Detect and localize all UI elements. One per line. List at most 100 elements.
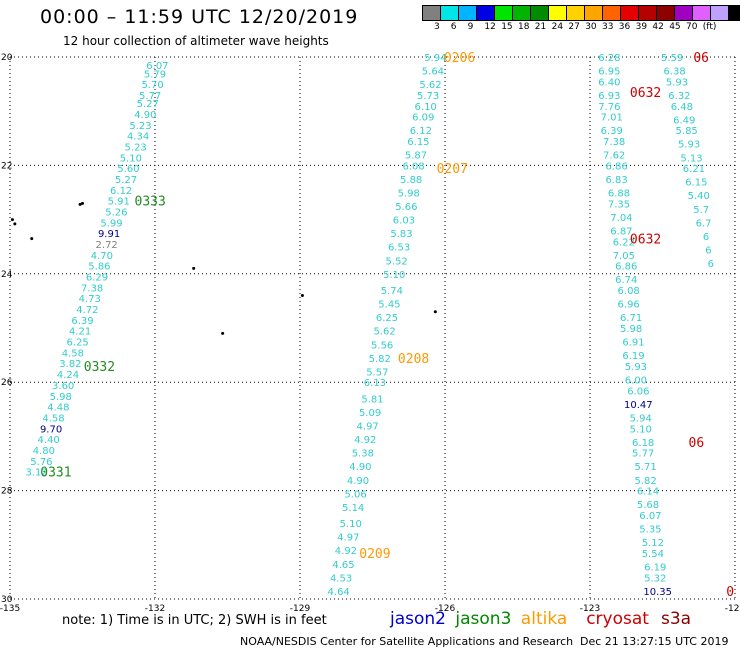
- wave-height-value: 5.12: [642, 538, 664, 549]
- wave-height-value: 6.15: [685, 178, 707, 189]
- wave-height-value: 4.70: [91, 251, 113, 262]
- wave-height-value: 6.40: [598, 77, 620, 88]
- wave-height-value: 6.86: [615, 262, 637, 273]
- wave-height-value: 3.82: [59, 359, 81, 370]
- wave-height-value: 4.21: [69, 327, 91, 338]
- pass-time-label: 0207: [437, 162, 468, 177]
- legend-item: cryosat: [586, 609, 649, 629]
- legend-item: s3a: [661, 609, 692, 629]
- wave-height-value: 5.57: [366, 367, 388, 378]
- wave-height-value: 5.73: [417, 91, 439, 102]
- wave-height-value: 4.48: [47, 403, 69, 414]
- wave-height-value: 5.10: [120, 153, 142, 164]
- wave-height-value: 5.7: [693, 205, 709, 216]
- wave-height-value: 5.62: [373, 327, 395, 338]
- wave-height-value: 5.77: [139, 91, 161, 102]
- wave-height-value: 4.40: [38, 435, 60, 446]
- wave-height-value: 9.70: [40, 424, 62, 435]
- wave-height-value: 7.04: [610, 213, 632, 224]
- wave-height-value: 6: [705, 245, 711, 256]
- wave-height-value: 4.64: [328, 587, 350, 598]
- scale-label: 33: [602, 22, 614, 32]
- wave-height-value: 6.48: [671, 102, 693, 113]
- wave-height-value: 5.99: [100, 218, 122, 229]
- lon-tick-label: -120: [725, 604, 740, 614]
- wave-height-value: 5.10: [383, 270, 405, 281]
- wave-height-value: 5.26: [105, 207, 127, 218]
- wave-height-value: 5.38: [352, 449, 374, 460]
- wave-height-value: 5.32: [644, 573, 666, 584]
- wave-height-value: 3.12: [25, 468, 47, 479]
- wave-height-value: 6.87: [610, 226, 632, 237]
- pass-time-label: 0208: [398, 352, 429, 367]
- wave-height-value: 4.24: [57, 370, 79, 381]
- scale-label: 70: [686, 22, 698, 32]
- wave-height-value: 4.65: [332, 560, 354, 571]
- wave-height-value: 5.35: [639, 525, 661, 536]
- island-marker: [81, 201, 84, 205]
- wave-height-value: 4.97: [337, 533, 359, 544]
- wave-height-value: 4.58: [42, 413, 64, 424]
- wave-height-value: 5.94: [424, 53, 446, 64]
- wave-height-value: 5.45: [378, 300, 400, 311]
- wave-height-value: 6.07: [146, 61, 168, 72]
- lat-tick-label: 30: [1, 595, 13, 605]
- wave-height-color-scale: [422, 5, 740, 21]
- wave-height-value: 5.27: [115, 175, 137, 186]
- wave-height-value: 6.25: [67, 338, 89, 349]
- island-marker: [78, 202, 82, 206]
- wave-height-value: 6.10: [415, 102, 437, 113]
- wave-height-value: 7.01: [601, 113, 623, 124]
- wave-height-value: 5.77: [632, 449, 654, 460]
- wave-height-value: 10.47: [624, 400, 653, 411]
- wave-height-value: 4.80: [33, 446, 55, 457]
- scale-label: 21: [534, 22, 547, 32]
- pass-time-label: 0: [726, 585, 734, 600]
- pass-time-label: 0333: [135, 195, 166, 210]
- lat-tick-label: 26: [1, 378, 13, 388]
- wave-height-value: 4.92: [354, 435, 376, 446]
- wave-height-value: 6.95: [598, 67, 620, 78]
- wave-height-value: 6.93: [598, 91, 620, 102]
- wave-height-value: 5.40: [688, 191, 710, 202]
- wave-height-value: 5.74: [381, 286, 403, 297]
- legend-item: altika: [520, 609, 568, 629]
- island-marker: [221, 331, 225, 335]
- wave-height-value: 6.12: [410, 126, 432, 137]
- wave-height-value: 5.82: [634, 476, 656, 487]
- wave-height-value: 5.83: [390, 229, 412, 240]
- wave-height-value: 6.12: [110, 186, 132, 197]
- pass-time-label: 0632: [630, 86, 661, 101]
- wave-height-value: 6.06: [627, 386, 649, 397]
- lon-tick-label: -129: [290, 604, 311, 614]
- pass-time-label: 0331: [40, 466, 71, 481]
- pass-time-label: 0206: [444, 51, 475, 66]
- wave-height-value: 5.23: [125, 142, 147, 153]
- wave-height-value: 6.13: [364, 378, 386, 389]
- lon-tick-label: -126: [435, 604, 456, 614]
- scale-label: 27: [568, 22, 580, 32]
- wave-height-value: 10.35: [643, 587, 672, 598]
- wave-height-value: 6.14: [637, 487, 659, 498]
- footer-note: note: 1) Time is in UTC; 2) SWH is in fe…: [62, 613, 327, 628]
- wave-height-value: 4.58: [62, 348, 84, 359]
- lat-tick-label: 24: [1, 270, 13, 280]
- wave-height-value: 5.93: [678, 140, 700, 151]
- wave-height-value: 5.71: [634, 462, 656, 473]
- wave-height-value: 6.71: [620, 313, 642, 324]
- wave-height-value: 5.13: [680, 153, 702, 164]
- wave-height-value: 4.90: [347, 476, 369, 487]
- page-title: 00:00 – 11:59 UTC 12/20/2019: [40, 6, 359, 28]
- wave-height-value: 6: [703, 232, 709, 243]
- wave-height-value: 6.03: [393, 216, 415, 227]
- wave-height-value: 7.62: [603, 151, 625, 162]
- wave-height-value: 5.76: [30, 457, 52, 468]
- wave-height-value: 6.28: [598, 53, 620, 64]
- wave-height-value: 6.74: [615, 275, 637, 286]
- wave-height-value: 5.88: [400, 175, 422, 186]
- scale-label: 9: [467, 22, 474, 32]
- wave-height-value: 6.09: [412, 113, 434, 124]
- wave-height-value: 6.83: [605, 175, 627, 186]
- island-marker: [300, 293, 304, 297]
- scale-label: 18: [518, 22, 530, 32]
